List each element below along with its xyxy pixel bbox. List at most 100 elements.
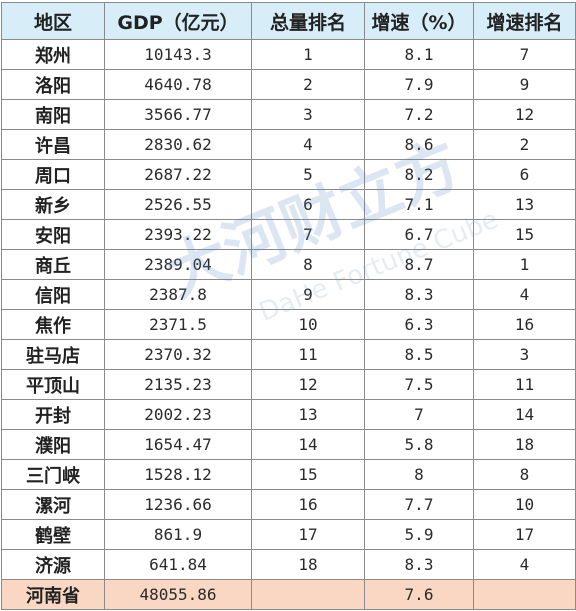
cell-growth-rank: 10: [473, 489, 576, 520]
cell-region: 鹤壁: [1, 519, 105, 550]
cell-region: 安阳: [1, 219, 105, 250]
table-row: 周口 2687.22 5 8.2 6: [1, 159, 576, 190]
cell-total-rank: 5: [251, 159, 365, 190]
cell-region: 新乡: [1, 189, 105, 220]
cell-growth-rank: 7: [473, 39, 576, 70]
cell-total-rank: 18: [251, 549, 365, 580]
cell-growth-rate: 8.6: [364, 129, 474, 160]
cell-growth-rate: 7: [364, 399, 474, 430]
cell-region: 漯河: [1, 489, 105, 520]
total-cell-total-rank: [251, 579, 365, 610]
cell-region: 信阳: [1, 279, 105, 310]
cell-growth-rate: 5.8: [364, 429, 474, 460]
cell-growth-rank: 16: [473, 309, 576, 340]
cell-growth-rate: 6.3: [364, 309, 474, 340]
cell-gdp: 641.84: [104, 549, 252, 580]
cell-growth-rank: 2: [473, 129, 576, 160]
table-row: 许昌 2830.62 4 8.6 2: [1, 129, 576, 160]
cell-gdp: 2135.23: [104, 369, 252, 400]
cell-gdp: 1654.47: [104, 429, 252, 460]
cell-region: 南阳: [1, 99, 105, 130]
cell-growth-rank: 12: [473, 99, 576, 130]
table-row: 南阳 3566.77 3 7.2 12: [1, 99, 576, 130]
cell-growth-rank: 14: [473, 399, 576, 430]
table-row: 洛阳 4640.78 2 7.9 9: [1, 69, 576, 100]
cell-growth-rank: 3: [473, 339, 576, 370]
table-row: 郑州 10143.3 1 8.1 7: [1, 39, 576, 70]
header-growth-rate: 增速（%）: [364, 2, 474, 40]
cell-gdp: 1528.12: [104, 459, 252, 490]
total-cell-growth-rate: 7.6: [364, 579, 474, 610]
cell-total-rank: 3: [251, 99, 365, 130]
cell-total-rank: 12: [251, 369, 365, 400]
cell-growth-rank: 4: [473, 279, 576, 310]
cell-gdp: 2389.04: [104, 249, 252, 280]
cell-growth-rate: 5.9: [364, 519, 474, 550]
cell-total-rank: 8: [251, 249, 365, 280]
table-row: 新乡 2526.55 6 7.1 13: [1, 189, 576, 220]
cell-growth-rank: 17: [473, 519, 576, 550]
cell-growth-rate: 7.7: [364, 489, 474, 520]
cell-region: 许昌: [1, 129, 105, 160]
table-body: 郑州 10143.3 1 8.1 7 洛阳 4640.78 2 7.9 9 南阳 3566.77 3 7.…: [1, 39, 576, 610]
cell-gdp: 3566.77: [104, 99, 252, 130]
cell-region: 洛阳: [1, 69, 105, 100]
cell-gdp: 2687.22: [104, 159, 252, 190]
cell-total-rank: 13: [251, 399, 365, 430]
table-row: 商丘 2389.04 8 8.7 1: [1, 249, 576, 280]
cell-region: 商丘: [1, 249, 105, 280]
cell-total-rank: 2: [251, 69, 365, 100]
cell-gdp: 10143.3: [104, 39, 252, 70]
total-cell-region: 河南省: [1, 579, 105, 610]
cell-total-rank: 17: [251, 519, 365, 550]
cell-gdp: 2002.23: [104, 399, 252, 430]
header-total-rank: 总量排名: [251, 2, 365, 40]
cell-region: 濮阳: [1, 429, 105, 460]
cell-total-rank: 14: [251, 429, 365, 460]
cell-growth-rate: 7.2: [364, 99, 474, 130]
cell-growth-rank: 11: [473, 369, 576, 400]
cell-growth-rank: 1: [473, 249, 576, 280]
cell-region: 焦作: [1, 309, 105, 340]
total-cell-gdp: 48055.86: [104, 579, 252, 610]
cell-gdp: 2371.5: [104, 309, 252, 340]
cell-growth-rate: 8.3: [364, 279, 474, 310]
cell-total-rank: 10: [251, 309, 365, 340]
total-cell-growth-rank: [473, 579, 576, 610]
cell-total-rank: 11: [251, 339, 365, 370]
cell-region: 周口: [1, 159, 105, 190]
cell-total-rank: 4: [251, 129, 365, 160]
cell-total-rank: 1: [251, 39, 365, 70]
cell-region: 驻马店: [1, 339, 105, 370]
cell-gdp: 2526.55: [104, 189, 252, 220]
cell-gdp: 2393.22: [104, 219, 252, 250]
cell-growth-rate: 8.5: [364, 339, 474, 370]
cell-gdp: 1236.66: [104, 489, 252, 520]
cell-growth-rate: 8.2: [364, 159, 474, 190]
cell-total-rank: 15: [251, 459, 365, 490]
cell-growth-rate: 6.7: [364, 219, 474, 250]
total-row: 河南省 48055.86 7.6: [1, 579, 576, 610]
table-row: 濮阳 1654.47 14 5.8 18: [1, 429, 576, 460]
cell-region: 三门峡: [1, 459, 105, 490]
cell-growth-rate: 8: [364, 459, 474, 490]
cell-gdp: 4640.78: [104, 69, 252, 100]
table-row: 开封 2002.23 13 7 14: [1, 399, 576, 430]
cell-growth-rank: 4: [473, 549, 576, 580]
cell-gdp: 861.9: [104, 519, 252, 550]
cell-region: 开封: [1, 399, 105, 430]
cell-growth-rate: 7.5: [364, 369, 474, 400]
table-row: 漯河 1236.66 16 7.7 10: [1, 489, 576, 520]
cell-growth-rank: 9: [473, 69, 576, 100]
header-gdp: GDP（亿元）: [104, 2, 252, 40]
cell-region: 济源: [1, 549, 105, 580]
cell-total-rank: 16: [251, 489, 365, 520]
table-row: 焦作 2371.5 10 6.3 16: [1, 309, 576, 340]
cell-growth-rate: 7.1: [364, 189, 474, 220]
cell-growth-rank: 15: [473, 219, 576, 250]
table-row: 平顶山 2135.23 12 7.5 11: [1, 369, 576, 400]
header-region: 地区: [1, 2, 105, 40]
cell-growth-rate: 8.3: [364, 549, 474, 580]
